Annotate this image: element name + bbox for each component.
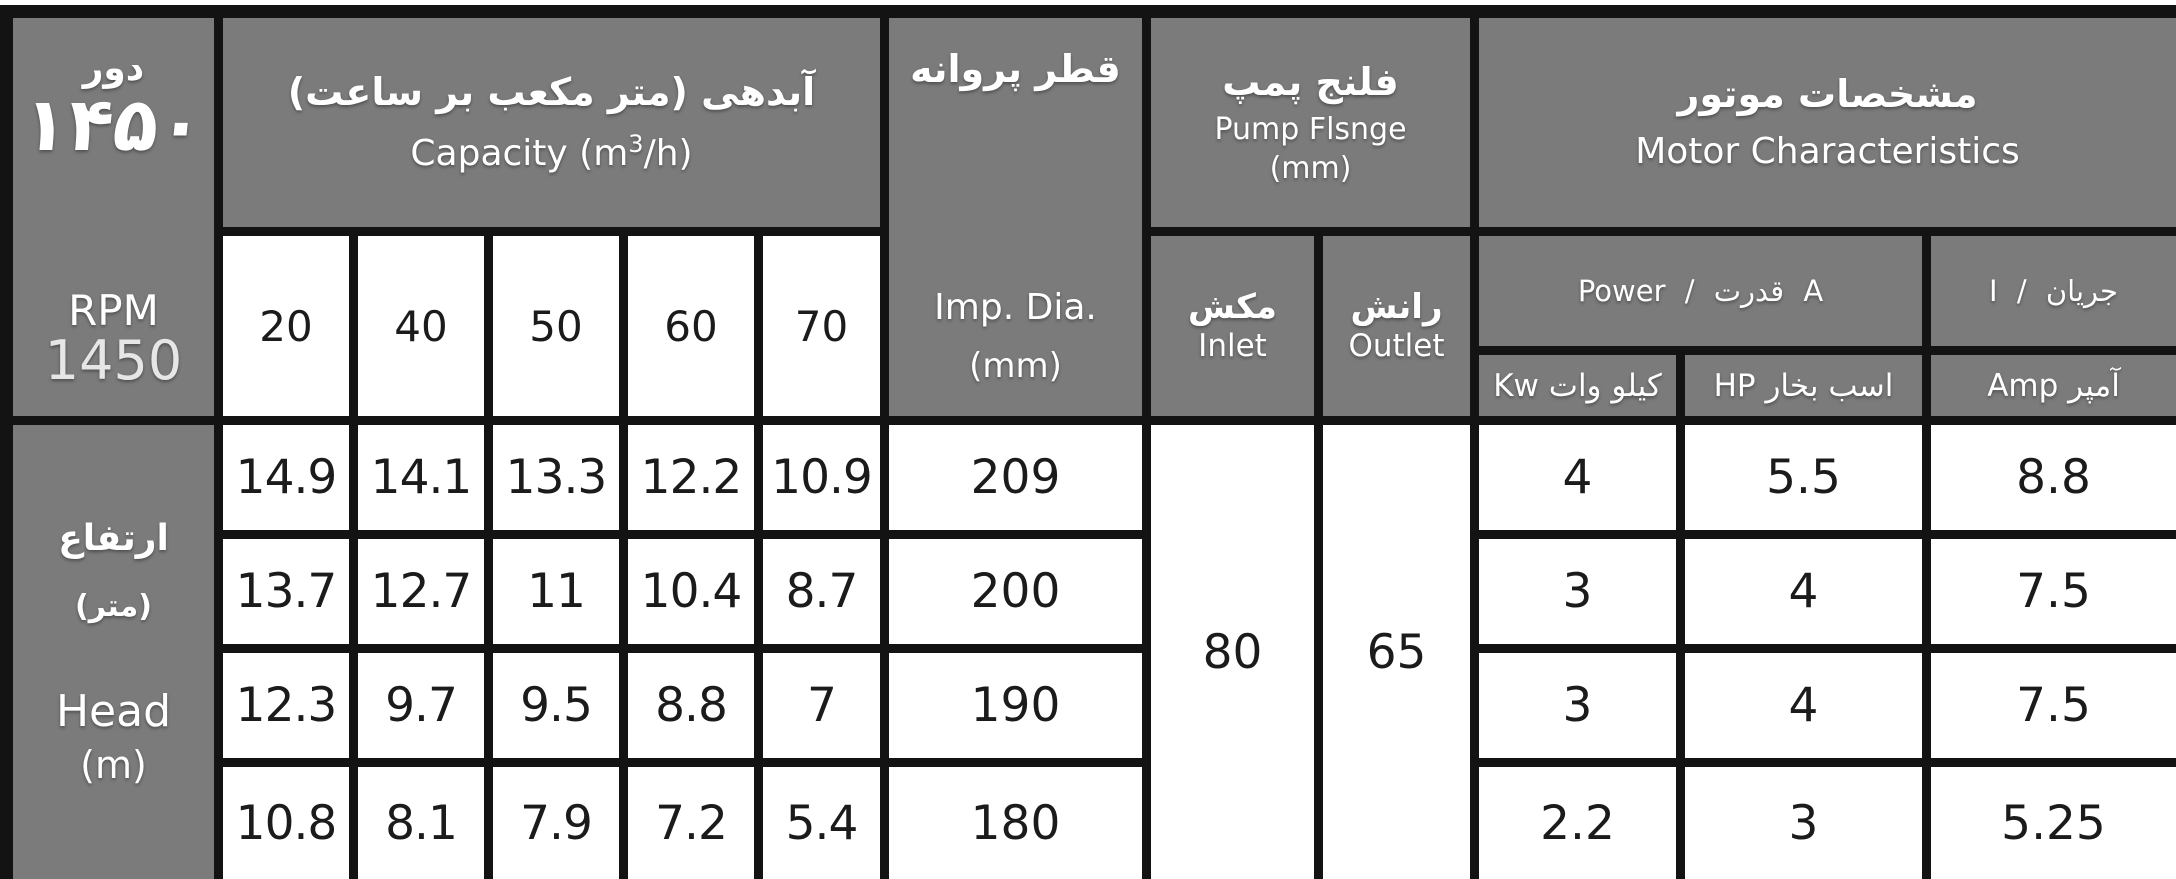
impeller-value-cell: 190 (880, 644, 1151, 767)
amp-value-cell: 7.5 (1921, 644, 2176, 767)
flow-header-70: 70 (754, 227, 889, 425)
current-header-label: I / جریان (1989, 274, 2118, 308)
capacity-value-cell: 8.1 (349, 758, 493, 879)
rpm-label-fa: دور (82, 48, 145, 89)
impeller-header-unit: (mm) (969, 346, 1062, 386)
kw-value-cell: 3 (1470, 644, 1685, 767)
capacity-header-fa: آبدهی (متر مکعب بر ساعت) (287, 69, 816, 114)
flange-header-fa: فلنج پمپ (1222, 60, 1399, 105)
header-row-sections: دور ۱۴۵۰ RPM 1450 آبدهی (متر مکعب بر ساع… (2, 7, 2176, 425)
flange-header-unit: (mm) (1269, 150, 1352, 186)
capacity-value-cell: 10.4 (619, 530, 763, 653)
capacity-value-cell: 10.9 (754, 416, 889, 539)
kw-header-label: Kw کیلو وات (1493, 367, 1662, 404)
capacity-superscript: 3 (628, 129, 644, 158)
capacity-value-cell: 7 (754, 644, 889, 767)
impeller-value-cell: 209 (880, 416, 1151, 539)
outlet-header-fa: رانش (1350, 287, 1443, 328)
capacity-header-en: Capacity (m3/h) (410, 129, 693, 174)
pump-spec-table: دور ۱۴۵۰ RPM 1450 آبدهی (متر مکعب بر ساع… (0, 5, 2176, 879)
flow-header-40: 40 (349, 227, 493, 425)
capacity-value-cell: 9.7 (349, 644, 493, 767)
rpm-label-en: RPM (68, 286, 159, 336)
outlet-header-en: Outlet (1348, 327, 1445, 364)
rpm-value-en: 1450 (44, 329, 183, 393)
capacity-value-cell: 8.7 (754, 530, 889, 653)
flow-header-20: 20 (214, 227, 358, 425)
inlet-header-fa: مکش (1188, 287, 1277, 328)
capacity-value-cell: 12.7 (349, 530, 493, 653)
kw-value-cell: 4 (1470, 416, 1685, 539)
kw-value-cell: 3 (1470, 530, 1685, 653)
capacity-value-cell: 10.8 (214, 758, 358, 879)
rpm-header-cell: دور ۱۴۵۰ RPM 1450 (2, 7, 223, 425)
motor-header-cell: مشخصات موتور Motor Characteristics (1469, 7, 2176, 236)
capacity-value-cell: 13.3 (484, 416, 628, 539)
flange-header-en: Pump Flsnge (1214, 111, 1407, 147)
impeller-value-cell: 180 (880, 758, 1151, 879)
outlet-value-cell: 65 (1314, 416, 1479, 879)
hp-value-cell: 4 (1676, 530, 1931, 653)
capacity-header-cell: آبدهی (متر مکعب بر ساعت) Capacity (m3/h) (214, 7, 889, 236)
motor-header-en: Motor Characteristics (1635, 130, 2020, 172)
head-stub-fa: ارتفاع (58, 518, 169, 559)
table-row: 12.3 9.7 9.5 8.8 7 190 3 4 7.5 (7, 644, 2176, 767)
hp-header-label: HP اسب بخار (1713, 367, 1894, 404)
flange-header-cell: فلنج پمپ Pump Flsnge (mm) (1142, 7, 1479, 236)
current-header-cell: I / جریان (1921, 227, 2176, 355)
amp-header-cell: Amp آمپر (1921, 346, 2176, 425)
hp-value-cell: 3 (1676, 758, 1931, 879)
header-row-units: Kw کیلو وات HP اسب بخار Amp آمپر (7, 346, 2176, 425)
head-stub-cell: ارتفاع (متر) Head (m) (2, 416, 223, 879)
power-header-cell: Power / قدرت A (1470, 227, 1931, 355)
inlet-value-cell: 80 (1142, 416, 1323, 879)
table-row: 13.7 12.7 11 10.4 8.7 200 3 4 7.5 (7, 530, 2176, 653)
motor-header-fa: مشخصات موتور (1677, 71, 1978, 116)
impeller-header-en: Imp. Dia. (934, 287, 1097, 328)
impeller-header-cell: قطر پروانه Imp. Dia. (mm) (880, 7, 1151, 425)
flow-header-60: 60 (619, 227, 763, 425)
capacity-value-cell: 13.7 (214, 530, 358, 653)
capacity-value-cell: 14.1 (349, 416, 493, 539)
hp-value-cell: 4 (1676, 644, 1931, 767)
header-row-power: 20 40 50 60 70 مکش Inlet رانش Outlet Pow… (7, 227, 2176, 425)
inlet-header-cell: مکش Inlet (1142, 227, 1323, 425)
head-stub-en-unit: (m) (80, 743, 147, 787)
capacity-value-cell: 9.5 (484, 644, 628, 767)
head-stub-fa-unit: (متر) (75, 589, 152, 624)
capacity-value-cell: 5.4 (754, 758, 889, 879)
amp-value-cell: 5.25 (1921, 758, 2176, 879)
rpm-value-fa: ۱۴۵۰ (18, 81, 209, 168)
capacity-value-cell: 12.2 (619, 416, 763, 539)
amp-header-label: Amp آمپر (1987, 367, 2120, 404)
head-stub-en: Head (55, 686, 172, 737)
amp-value-cell: 7.5 (1921, 530, 2176, 653)
amp-value-cell: 8.8 (1921, 416, 2176, 539)
kw-header-cell: Kw کیلو وات (1470, 346, 1685, 425)
power-header-label: Power / قدرت A (1577, 274, 1824, 308)
table-row: 10.8 8.1 7.9 7.2 5.4 180 2.2 3 5.25 (7, 758, 2176, 879)
inlet-header-en: Inlet (1198, 327, 1267, 364)
impeller-header-fa: قطر پروانه (910, 47, 1121, 91)
capacity-value-cell: 11 (484, 530, 628, 653)
kw-value-cell: 2.2 (1470, 758, 1685, 879)
table-row: ارتفاع (متر) Head (m) 14.9 14.1 13.3 12.… (2, 416, 2176, 879)
capacity-value-cell: 12.3 (214, 644, 358, 767)
capacity-value-cell: 7.2 (619, 758, 763, 879)
outlet-header-cell: رانش Outlet (1314, 227, 1479, 425)
capacity-value-cell: 7.9 (484, 758, 628, 879)
hp-header-cell: HP اسب بخار (1676, 346, 1931, 425)
capacity-value-cell: 14.9 (214, 416, 358, 539)
hp-value-cell: 5.5 (1676, 416, 1931, 539)
impeller-value-cell: 200 (880, 530, 1151, 653)
capacity-value-cell: 8.8 (619, 644, 763, 767)
flow-header-50: 50 (484, 227, 628, 425)
